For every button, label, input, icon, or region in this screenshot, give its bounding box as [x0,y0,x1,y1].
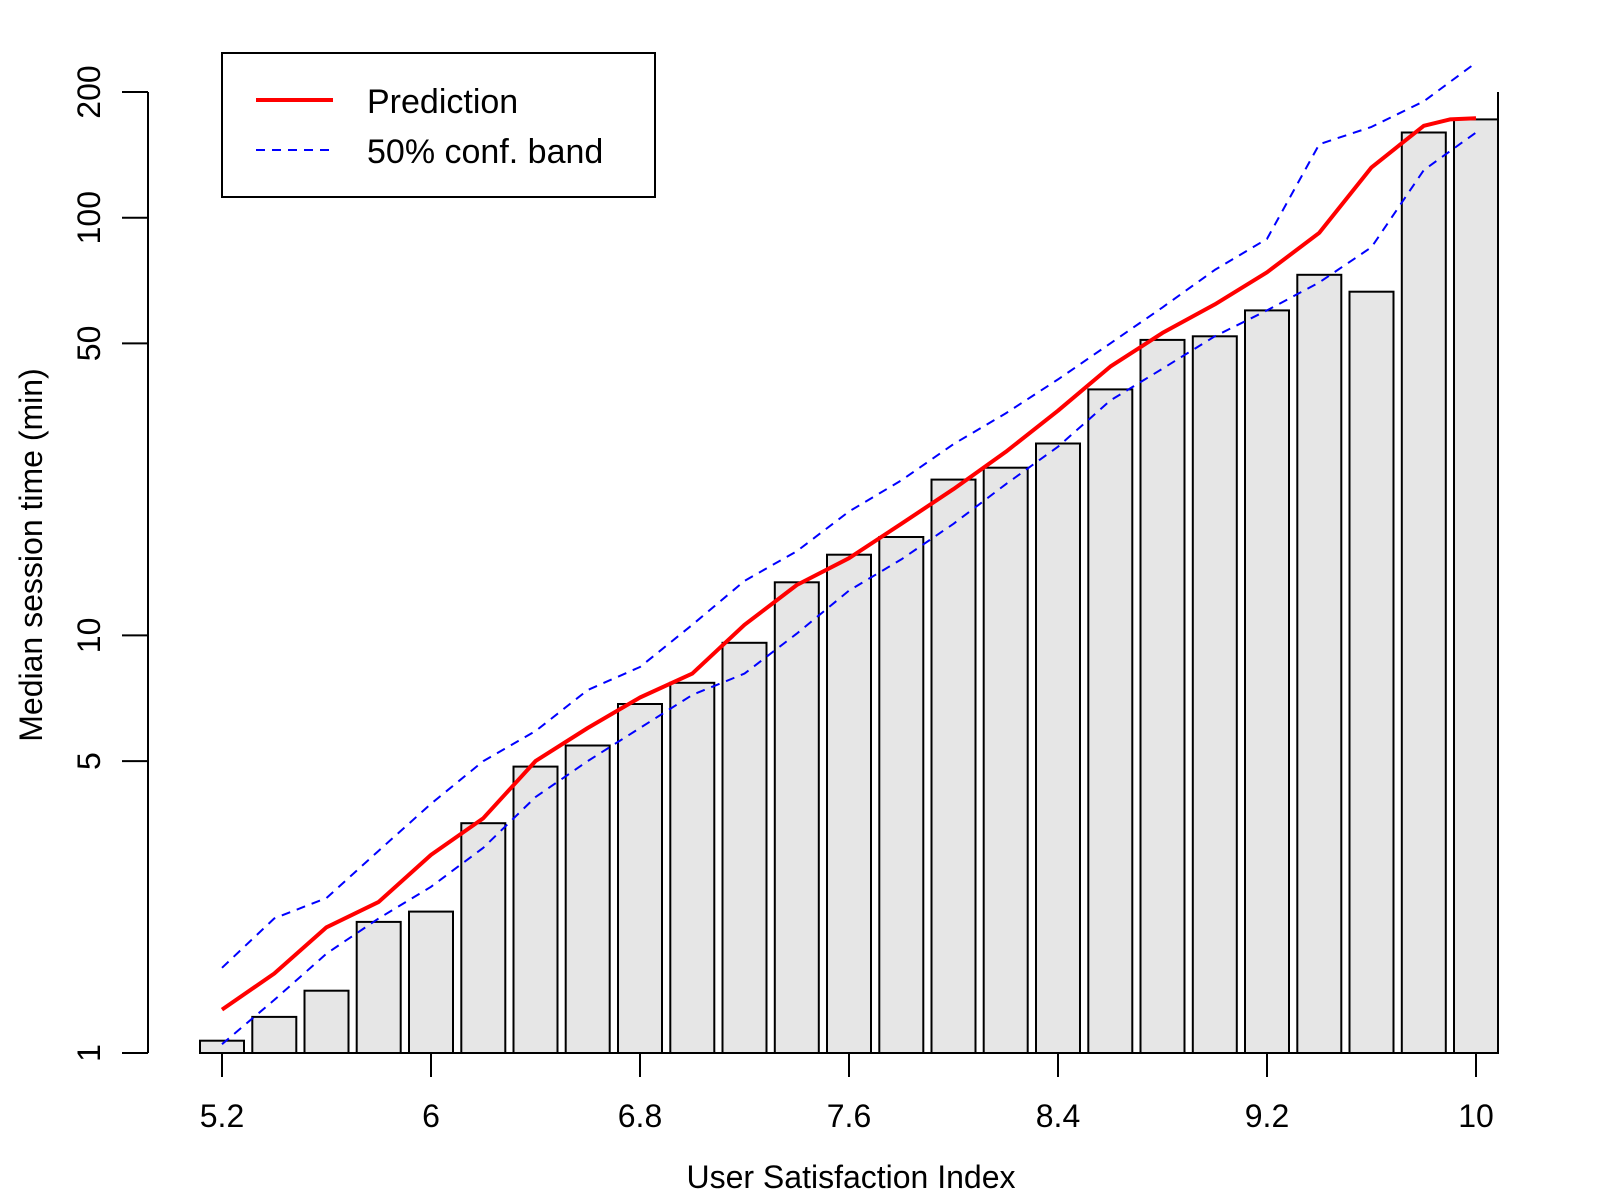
x-tick-label: 6 [422,1098,440,1134]
y-tick-label: 50 [71,326,107,362]
conf-band-lower-line [221,131,1477,1045]
x-tick-label: 6.8 [618,1098,662,1134]
bar [199,1039,245,1054]
y-tick-label: 1 [71,1044,107,1062]
bar [1139,338,1186,1054]
bar [408,910,454,1054]
bar [564,744,611,1054]
bar [982,466,1029,1054]
bar [878,536,925,1054]
x-tick-label: 9.2 [1245,1098,1289,1134]
prediction-line [220,116,1477,1012]
conf-band-upper-line [221,61,1477,969]
x-tick-label: 10 [1458,1098,1494,1134]
bar [303,989,350,1055]
legend-label-prediction: Prediction [367,83,518,121]
x-tick-label: 7.6 [827,1098,871,1134]
bar [1400,131,1447,1054]
bar [617,703,663,1054]
bar [1296,273,1343,1054]
bar [721,641,768,1054]
legend-box [221,52,656,198]
y-axis: 1 5 10 50 100 200 Median session time (min) [13,65,149,1062]
x-tick-label: 8.4 [1036,1098,1080,1134]
bar [355,920,402,1055]
y-tick-label: 10 [71,618,107,654]
x-axis-label: User Satisfaction Index [686,1159,1015,1195]
legend-label-conf-band: 50% conf. band [367,133,603,171]
legend: Prediction 50% conf. band [221,52,656,198]
y-tick-label: 100 [71,191,107,244]
bar [1244,309,1290,1054]
bar [1087,388,1134,1054]
bars [199,118,1499,1055]
y-axis-label: Median session time (min) [13,368,49,741]
series-lines [220,61,1477,1045]
bar [1035,442,1081,1054]
bar [251,1015,298,1055]
bar [512,765,559,1054]
x-tick-label: 5.2 [200,1098,244,1134]
x-axis: 5.2 6 6.8 7.6 8.4 9.2 10 User Satisfaction Ind… [200,92,1499,1195]
y-tick-label: 200 [71,65,107,118]
bar [773,581,820,1054]
bar [826,553,872,1054]
bar [460,822,507,1055]
bar [1348,290,1395,1054]
y-tick-label: 5 [71,752,107,770]
bar [1191,335,1238,1054]
bar [669,681,716,1054]
bar [930,478,977,1055]
bar [1453,118,1499,1054]
